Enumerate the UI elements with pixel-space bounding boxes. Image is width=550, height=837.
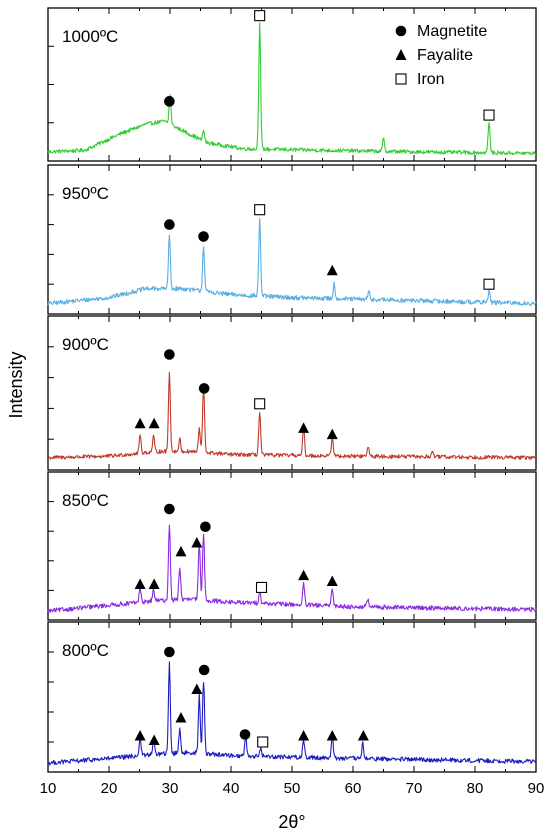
fayalite-marker (134, 578, 146, 589)
panel-label: 900ºC (62, 335, 109, 354)
panel-frame (47, 164, 537, 315)
x-tick-label: 40 (223, 780, 240, 797)
x-tick-label: 30 (162, 780, 179, 797)
legend-square-icon (395, 73, 407, 85)
fayalite-marker (298, 569, 310, 581)
magnetite-marker (198, 383, 210, 394)
magnetite-marker (164, 646, 175, 658)
fayalite-marker (326, 428, 338, 440)
series-line (47, 524, 537, 614)
panel-label: 950ºC (62, 184, 109, 203)
iron-marker (255, 581, 268, 593)
x-tick-label: 70 (406, 780, 423, 797)
x-tick-label: 60 (345, 780, 362, 797)
iron-marker (254, 204, 266, 216)
magnetite-marker (239, 729, 251, 740)
panel-4: 850ºC (47, 471, 537, 621)
fayalite-marker (134, 417, 146, 429)
panel-label: 1000ºC (62, 27, 118, 46)
fayalite-marker (191, 537, 203, 548)
fayalite-marker (326, 575, 338, 587)
fayalite-marker (175, 712, 187, 723)
fayalite-marker (298, 730, 310, 741)
x-tick-label: 90 (528, 780, 545, 797)
y-axis-title: Intensity (6, 351, 26, 418)
panel-frame (47, 621, 537, 773)
iron-marker (483, 109, 495, 121)
panel-label: 800ºC (62, 641, 109, 660)
legend-label: Iron (417, 71, 445, 88)
legend-circle-icon (395, 25, 407, 37)
iron-marker (257, 736, 269, 748)
magnetite-marker (198, 664, 210, 676)
legend-triangle-icon (395, 49, 407, 60)
series-line (47, 661, 537, 766)
fayalite-marker (298, 422, 310, 433)
x-tick-label: 10 (40, 780, 57, 797)
fayalite-marker (148, 578, 160, 589)
magnetite-marker (200, 521, 211, 533)
legend-entry-fayalite: Fayalite (395, 47, 473, 64)
legend-entry-magnetite: Magnetite (395, 23, 487, 40)
panel-frame (47, 315, 537, 471)
fayalite-marker (148, 734, 160, 745)
magnetite-marker (164, 503, 175, 515)
x-axis: 10 20 30 40 50 60 70 80 90 (40, 780, 545, 797)
fayalite-marker (326, 730, 338, 741)
fayalite-marker (191, 683, 203, 694)
magnetite-marker (198, 231, 209, 242)
fayalite-marker (148, 417, 160, 429)
legend: Magnetite Fayalite Iron (395, 23, 487, 88)
iron-marker (254, 398, 266, 410)
x-tick-label: 80 (467, 780, 484, 797)
legend-label: Fayalite (417, 47, 473, 64)
iron-marker (483, 278, 495, 290)
panel-1: 1000ºC (47, 7, 537, 162)
fayalite-marker (175, 545, 187, 557)
panel-5: 800ºC (47, 621, 537, 773)
legend-label: Magnetite (417, 23, 487, 40)
magnetite-marker (164, 219, 175, 230)
panel-label: 850ºC (62, 491, 109, 510)
panel-3: 900ºC (47, 315, 537, 471)
legend-entry-iron: Iron (395, 71, 445, 88)
panels-group: 1000ºC 950ºC 900ºC 850ºC 800ºC (47, 7, 537, 773)
series-line (47, 371, 536, 460)
x-tick-label: 50 (284, 780, 301, 797)
magnetite-marker (164, 349, 175, 360)
fayalite-marker (134, 730, 146, 741)
x-axis-title: 2θ° (278, 812, 305, 832)
panel-2: 950ºC (47, 164, 537, 315)
series-line (47, 217, 537, 306)
fayalite-marker (326, 264, 338, 276)
fayalite-marker (357, 730, 369, 741)
magnetite-marker (164, 96, 175, 107)
series-line (47, 22, 537, 156)
panel-frame (47, 471, 537, 621)
x-tick-label: 20 (101, 780, 118, 797)
iron-marker (254, 10, 266, 22)
